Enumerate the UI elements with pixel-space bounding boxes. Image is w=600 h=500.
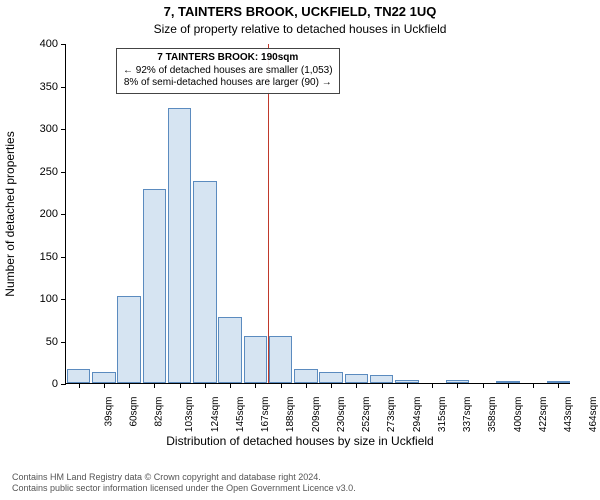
histogram-bar: [143, 189, 167, 383]
x-tick-label: 188sqm: [285, 397, 296, 433]
x-tick-label: 124sqm: [210, 397, 221, 433]
y-tick-label: 350: [40, 81, 66, 93]
x-tick: [558, 383, 559, 388]
y-tick-label: 0: [52, 378, 66, 390]
x-tick: [281, 383, 282, 388]
x-tick: [129, 383, 130, 388]
histogram-bar: [67, 369, 91, 383]
x-tick-label: 400sqm: [513, 397, 524, 433]
annotation-line-3: 8% of semi-detached houses are larger (9…: [123, 77, 333, 90]
y-tick-label: 250: [40, 166, 66, 178]
histogram-bar: [117, 296, 141, 383]
subject-property-marker: [268, 44, 269, 383]
x-tick-label: 103sqm: [184, 397, 195, 433]
y-tick-label: 100: [40, 293, 66, 305]
histogram-bar: [269, 336, 293, 383]
y-axis-label: Number of detached properties: [3, 131, 17, 296]
annotation-line-2: ← 92% of detached houses are smaller (1,…: [123, 65, 333, 78]
x-tick-label: 443sqm: [563, 397, 574, 433]
x-tick: [255, 383, 256, 388]
annotation-line-1: 7 TAINTERS BROOK: 190sqm: [123, 52, 333, 65]
x-tick-label: 145sqm: [235, 397, 246, 433]
x-tick: [79, 383, 80, 388]
x-tick-label: 252sqm: [361, 397, 372, 433]
x-tick: [356, 383, 357, 388]
x-tick: [382, 383, 383, 388]
footer-line-1: Contains HM Land Registry data © Crown c…: [12, 472, 588, 483]
x-tick-label: 294sqm: [412, 397, 423, 433]
x-tick-label: 337sqm: [462, 397, 473, 433]
x-tick-label: 82sqm: [154, 397, 165, 427]
y-tick-label: 150: [40, 251, 66, 263]
x-tick: [508, 383, 509, 388]
x-tick-label: 358sqm: [487, 397, 498, 433]
x-tick: [457, 383, 458, 388]
x-tick: [180, 383, 181, 388]
x-tick: [407, 383, 408, 388]
y-tick-label: 300: [40, 123, 66, 135]
x-tick-label: 422sqm: [538, 397, 549, 433]
histogram-bar: [294, 369, 318, 383]
chart-title-sub: Size of property relative to detached ho…: [0, 22, 600, 36]
histogram-bar: [92, 372, 116, 383]
x-tick-label: 315sqm: [437, 397, 448, 433]
x-tick: [533, 383, 534, 388]
x-tick-label: 209sqm: [311, 397, 322, 433]
histogram-bar: [168, 108, 192, 383]
histogram-bar: [218, 317, 242, 383]
x-tick: [104, 383, 105, 388]
x-tick: [483, 383, 484, 388]
x-tick-label: 230sqm: [336, 397, 347, 433]
x-tick-label: 464sqm: [588, 397, 599, 433]
histogram-bar: [244, 336, 268, 383]
chart-container: 7, TAINTERS BROOK, UCKFIELD, TN22 1UQ Si…: [0, 0, 600, 500]
chart-title-main: 7, TAINTERS BROOK, UCKFIELD, TN22 1UQ: [0, 4, 600, 19]
x-tick: [205, 383, 206, 388]
x-tick-label: 167sqm: [260, 397, 271, 433]
x-tick: [306, 383, 307, 388]
footer-attribution: Contains HM Land Registry data © Crown c…: [12, 472, 588, 494]
histogram-bar: [345, 374, 369, 383]
histogram-bar: [370, 375, 394, 383]
x-tick-label: 60sqm: [128, 397, 139, 427]
x-tick: [432, 383, 433, 388]
x-axis-label: Distribution of detached houses by size …: [0, 434, 600, 448]
x-tick: [154, 383, 155, 388]
x-tick: [230, 383, 231, 388]
y-tick-label: 50: [46, 336, 66, 348]
x-tick: [331, 383, 332, 388]
histogram-bar: [193, 181, 217, 383]
x-tick-label: 39sqm: [103, 397, 114, 427]
chart-plot-area: 05010015020025030035040039sqm60sqm82sqm1…: [65, 44, 570, 384]
annotation-box: 7 TAINTERS BROOK: 190sqm← 92% of detache…: [116, 48, 340, 94]
x-tick-label: 273sqm: [386, 397, 397, 433]
y-tick-label: 400: [40, 38, 66, 50]
y-tick-label: 200: [40, 208, 66, 220]
footer-line-2: Contains public sector information licen…: [12, 483, 588, 494]
histogram-bar: [319, 372, 343, 383]
